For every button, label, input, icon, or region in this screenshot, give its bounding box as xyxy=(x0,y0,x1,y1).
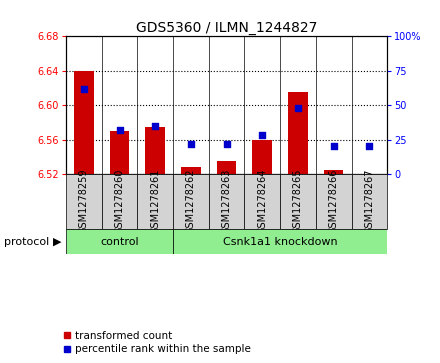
Bar xyxy=(181,167,201,174)
Bar xyxy=(209,174,245,229)
Title: GDS5360 / ILMN_1244827: GDS5360 / ILMN_1244827 xyxy=(136,21,317,35)
Bar xyxy=(359,174,379,178)
Legend: transformed count, percentile rank within the sample: transformed count, percentile rank withi… xyxy=(62,331,251,354)
Bar xyxy=(280,174,316,229)
Point xyxy=(294,105,301,111)
Text: GSM1278260: GSM1278260 xyxy=(114,169,125,234)
Bar xyxy=(352,174,387,229)
Text: Csnk1a1 knockdown: Csnk1a1 knockdown xyxy=(223,237,337,246)
Point xyxy=(81,86,88,91)
Bar xyxy=(74,71,94,174)
Text: control: control xyxy=(100,237,139,246)
Point xyxy=(116,127,123,133)
Text: GSM1278266: GSM1278266 xyxy=(329,169,339,234)
Text: GSM1278263: GSM1278263 xyxy=(222,169,231,234)
Text: ▶: ▶ xyxy=(53,237,62,246)
Bar xyxy=(288,92,308,174)
Bar xyxy=(110,131,129,174)
Bar xyxy=(102,174,137,229)
Text: GSM1278265: GSM1278265 xyxy=(293,169,303,234)
Bar xyxy=(173,229,387,254)
Bar xyxy=(173,174,209,229)
Text: GSM1278267: GSM1278267 xyxy=(364,169,374,234)
Bar xyxy=(253,139,272,174)
Bar xyxy=(66,229,173,254)
Point xyxy=(330,143,337,149)
Bar xyxy=(316,174,352,229)
Bar xyxy=(217,161,236,174)
Text: protocol: protocol xyxy=(4,237,50,246)
Bar xyxy=(137,174,173,229)
Bar xyxy=(66,174,102,229)
Point xyxy=(223,141,230,147)
Text: GSM1278261: GSM1278261 xyxy=(150,169,160,234)
Text: GSM1278264: GSM1278264 xyxy=(257,169,267,234)
Bar xyxy=(324,170,344,174)
Point xyxy=(366,143,373,149)
Point xyxy=(187,141,194,147)
Text: GSM1278262: GSM1278262 xyxy=(186,169,196,234)
Point xyxy=(259,132,266,138)
Bar xyxy=(245,174,280,229)
Point xyxy=(152,123,159,129)
Text: GSM1278259: GSM1278259 xyxy=(79,169,89,234)
Bar xyxy=(145,127,165,174)
